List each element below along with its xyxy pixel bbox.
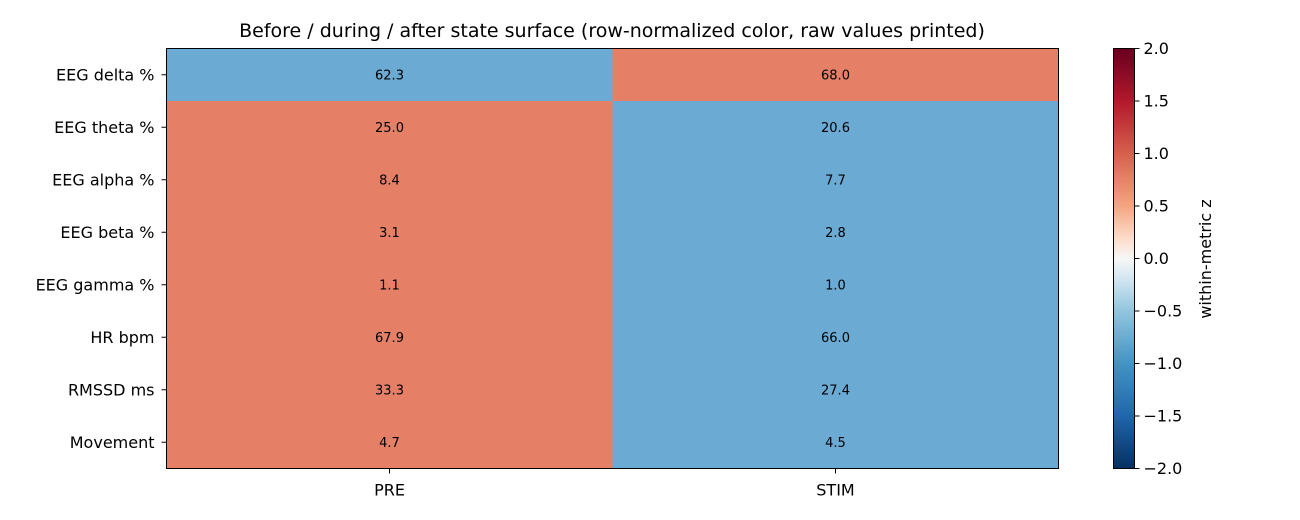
heatmap-cell — [612, 311, 1059, 364]
heatmap-cell — [166, 311, 613, 364]
plot-frame — [166, 48, 1059, 469]
cell-value-label: 7.7 — [825, 173, 846, 188]
colorbar-tick-label: −2.0 — [1144, 459, 1183, 478]
heatmap-cell — [612, 206, 1059, 259]
heatmap-cell — [166, 101, 613, 154]
heatmap-cell — [612, 258, 1059, 312]
cell-value-label: 62.3 — [375, 68, 404, 83]
cell-value-label: 68.0 — [821, 68, 850, 83]
y-tick-label: EEG gamma % — [36, 275, 155, 294]
cell-value-label: 33.3 — [375, 383, 404, 398]
heatmap-cell — [612, 101, 1059, 154]
y-axis-ticks: EEG delta % EEG theta % EEG alpha % EEG bet… — [36, 65, 167, 452]
cell-value-label: 66.0 — [821, 331, 850, 346]
colorbar-tick-label: 1.0 — [1144, 144, 1169, 163]
y-tick-label: EEG delta % — [56, 65, 155, 84]
heatmap-value-labels: 62.3 68.0 25.0 20.6 8.4 7.7 3.1 2.8 1.1 1.0 67.9 66… — [375, 68, 850, 451]
colorbar-tick-label: 0.0 — [1144, 249, 1169, 268]
cell-value-label: 2.8 — [825, 226, 846, 241]
colorbar: 2.0 1.5 1.0 0.5 0.0 −0.5 −1.0 −1.5 −2.0 within-m… — [1113, 39, 1215, 478]
x-axis-ticks: PRE STIM — [374, 468, 855, 500]
cell-value-label: 3.1 — [379, 226, 400, 241]
cell-value-label: 1.0 — [825, 278, 846, 293]
x-tick-label: STIM — [816, 481, 854, 500]
heatmap-cell — [612, 153, 1059, 207]
colorbar-gradient — [1113, 48, 1135, 469]
colorbar-tick-label: 1.5 — [1144, 92, 1169, 111]
colorbar-tick-label: −1.0 — [1144, 354, 1183, 373]
colorbar-tick-label: −1.5 — [1144, 407, 1183, 426]
colorbar-tick-label: −0.5 — [1144, 302, 1183, 321]
colorbar-label: within-metric z — [1196, 199, 1215, 318]
y-tick-label: EEG beta % — [60, 223, 154, 242]
heatmap-cell — [612, 363, 1059, 417]
heatmap-cell — [166, 48, 613, 102]
heatmap-cell — [166, 258, 613, 312]
y-tick-label: EEG alpha % — [52, 170, 154, 189]
y-tick-label: EEG theta % — [54, 118, 154, 137]
cell-value-label: 27.4 — [821, 383, 850, 398]
colorbar-tick-label: 2.0 — [1144, 39, 1169, 58]
cell-value-label: 67.9 — [375, 331, 404, 346]
heatmap-cell — [612, 48, 1059, 102]
heatmap-cell — [166, 363, 613, 417]
heatmap-cells — [166, 48, 1059, 469]
y-tick-label: Movement — [70, 433, 155, 452]
cell-value-label: 8.4 — [379, 173, 400, 188]
y-tick-label: HR bpm — [90, 328, 154, 347]
cell-value-label: 20.6 — [821, 121, 850, 136]
y-tick-label: RMSSD ms — [68, 380, 155, 399]
colorbar-tick-label: 0.5 — [1144, 197, 1169, 216]
cell-value-label: 4.5 — [825, 436, 846, 451]
colorbar-ticks: 2.0 1.5 1.0 0.5 0.0 −0.5 −1.0 −1.5 −2.0 — [1134, 39, 1183, 478]
heatmap-cell — [166, 206, 613, 259]
x-tick-label: PRE — [374, 481, 405, 500]
cell-value-label: 25.0 — [375, 121, 404, 136]
heatmap-cell — [166, 153, 613, 207]
heatmap-cell — [612, 416, 1059, 469]
cell-value-label: 4.7 — [379, 436, 400, 451]
cell-value-label: 1.1 — [379, 278, 400, 293]
heatmap-cell — [166, 416, 613, 469]
chart-title: Before / during / after state surface (r… — [239, 20, 985, 42]
